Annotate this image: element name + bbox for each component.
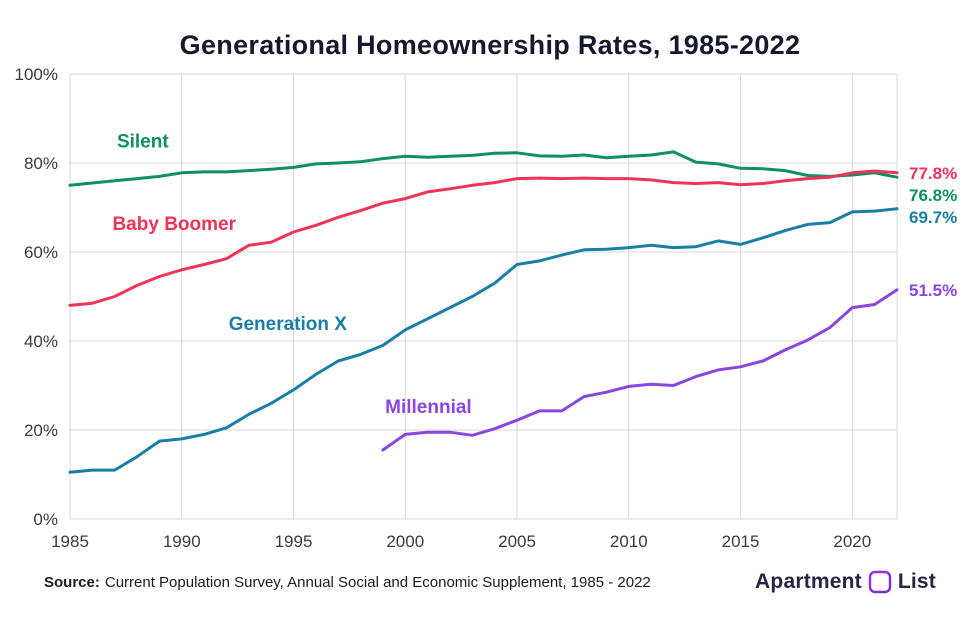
x-axis-tick-label: 1985: [51, 532, 89, 551]
series-label-millennial: Millennial: [385, 397, 472, 418]
x-axis-tick-label: 1995: [275, 532, 313, 551]
end-value-label-silent: 76.8%: [909, 186, 957, 205]
y-axis-tick-label: 80%: [24, 154, 58, 173]
y-axis-tick-label: 0%: [33, 510, 58, 529]
y-axis-tick-label: 20%: [24, 421, 58, 440]
series-line-baby-boomer: [68, 169, 899, 307]
logo-word-apartment: Apartment: [755, 570, 862, 593]
x-axis-tick-label: 2000: [386, 532, 424, 551]
x-axis-tick-label: 1990: [163, 532, 201, 551]
series-label-baby-boomer: Baby Boomer: [112, 214, 236, 235]
series-label-generation-x: Generation X: [229, 314, 348, 335]
x-axis-tick-label: 2015: [722, 532, 760, 551]
x-axis-tick-label: 2020: [833, 532, 871, 551]
source-note: Source: Current Population Survey, Annual…: [44, 574, 651, 591]
y-axis-tick-label: 100%: [15, 65, 58, 84]
footer: Source: Current Population Survey, Annual…: [0, 570, 980, 594]
y-axis-tick-label: 40%: [24, 332, 58, 351]
y-axis-tick-label: 60%: [24, 243, 58, 262]
series-line-generation-x: [68, 207, 899, 474]
logo-word-list: List: [897, 570, 936, 593]
apartment-list-logo: Apartment List: [755, 570, 936, 594]
line-chart: 0% 20% 40% 60% 80% 100% 1985 1990 1995 2000 2005 20…: [15, 65, 958, 551]
end-value-label-millennial: 51.5%: [909, 281, 957, 300]
series-label-silent: Silent: [117, 131, 169, 152]
x-axis-tick-label: 2005: [498, 532, 536, 551]
series-line-millennial: [381, 288, 899, 452]
apartment-list-logo-icon: [868, 570, 892, 594]
end-value-label-generation-x: 69.7%: [909, 208, 957, 227]
end-value-label-baby-boomer: 77.8%: [909, 164, 957, 183]
source-text: Current Population Survey, Annual Social…: [104, 573, 651, 591]
chart-title: Generational Homeownership Rates, 1985-2…: [179, 30, 801, 60]
series-line-silent: [68, 150, 899, 187]
x-axis-tick-label: 2010: [610, 532, 648, 551]
source-label: Source:: [44, 573, 100, 591]
